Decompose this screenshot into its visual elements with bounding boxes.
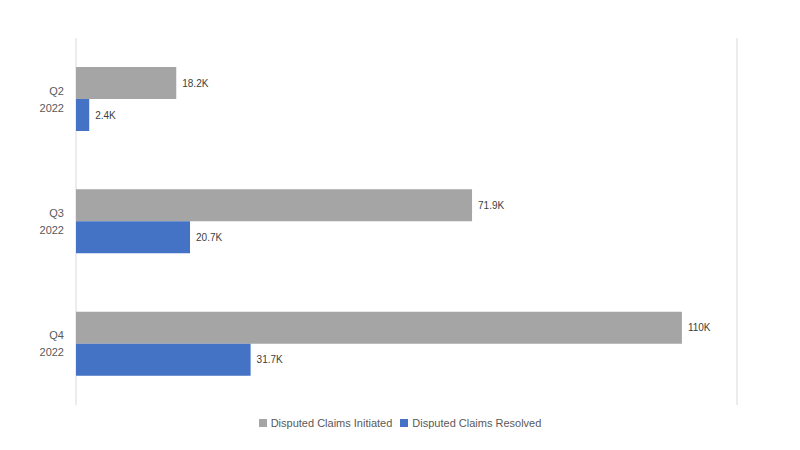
svg-text:110K: 110K [688,322,711,333]
svg-text:Q42022: Q42022 [40,329,64,358]
svg-text:18.2K: 18.2K [182,78,208,89]
html-text:Disputed Claims Resolved: Disputed Claims Resolved [412,417,542,429]
svg-text:Q32022: Q32022 [40,207,64,236]
svg-text:2.4K: 2.4K [95,110,116,121]
svg-text:20.7K: 20.7K [196,232,222,243]
svg-text:31.7K: 31.7K [257,354,283,365]
svg-text:71.9K: 71.9K [478,200,504,211]
html-text:Disputed Claims Initiated: Disputed Claims Initiated [270,417,393,429]
svg-text:Q22022: Q22022 [40,85,64,114]
